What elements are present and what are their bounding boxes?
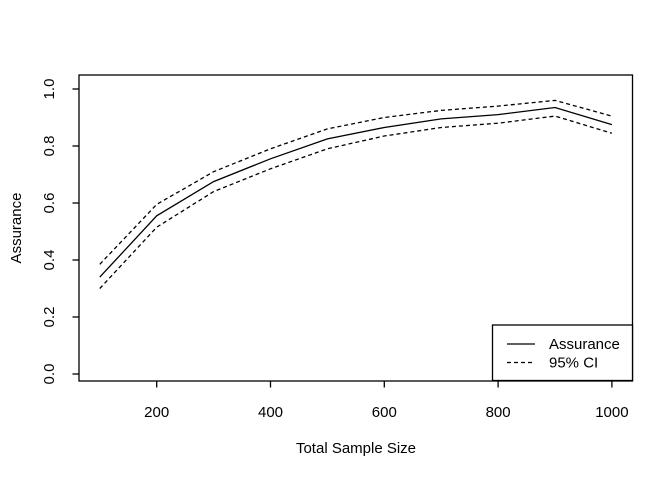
plot-border [78, 74, 634, 382]
series-95-ci-upper [99, 99, 613, 265]
legend-label: 95% CI [549, 355, 598, 372]
y-axis-tick-label: 0.0 [41, 364, 58, 385]
x-axis-tick-label: 400 [258, 404, 283, 421]
x-axis-tick-label: 600 [372, 404, 397, 421]
legend-label: Assurance [549, 336, 620, 353]
x-axis-title: Total Sample Size [296, 440, 416, 457]
x-axis-tick-label: 200 [144, 404, 169, 421]
y-axis-tick-label: 0.4 [41, 250, 58, 271]
x-axis-tick-label: 1000 [595, 404, 628, 421]
x-axis-tick-label: 800 [486, 404, 511, 421]
y-axis-tick-label: 1.0 [41, 79, 58, 100]
y-axis-title: Assurance [8, 193, 25, 264]
y-axis-tick-label: 0.8 [41, 136, 58, 157]
y-axis-tick-label: 0.2 [41, 307, 58, 328]
series-95-ci-lower [99, 115, 613, 289]
legend-box [491, 324, 634, 382]
y-axis-tick-label: 0.6 [41, 193, 58, 214]
series-assurance [99, 106, 613, 278]
